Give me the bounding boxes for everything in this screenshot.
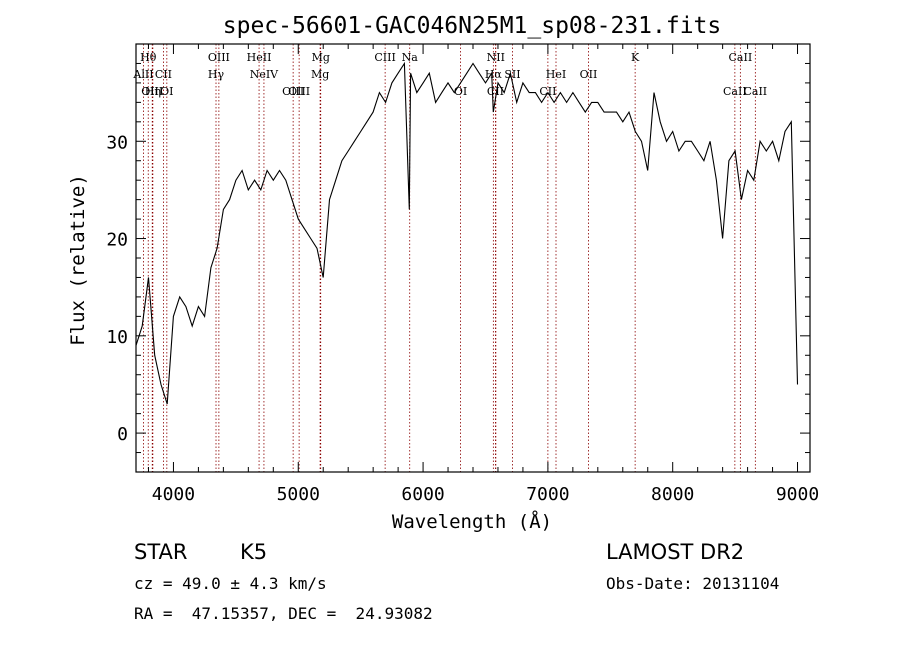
x-tick-label-9000: 9000 xyxy=(776,484,819,505)
line-label-12: Mg xyxy=(311,68,329,81)
line-label-10: OIII xyxy=(282,85,304,98)
line-label-6: OIII xyxy=(208,51,230,64)
x-axis: 4000 5000 6000 7000 8000 9000 xyxy=(147,44,819,505)
line-label-23: K xyxy=(631,51,640,64)
spectral-line-markers xyxy=(143,44,756,472)
y-tick-label-0: 0 xyxy=(117,424,128,445)
y-tick-label-10: 10 xyxy=(106,327,128,348)
line-label-9: NeIV xyxy=(250,68,279,81)
line-label-2: OIII xyxy=(141,85,163,98)
line-label-24: HeI xyxy=(546,68,566,81)
spectrum-series xyxy=(135,61,799,405)
y-axis: 0 10 20 30 xyxy=(106,43,810,473)
x-tick-label-5000: 5000 xyxy=(277,484,320,505)
ra-dec-coordinates: RA = 47.15357, DEC = 24.93082 xyxy=(134,604,433,623)
y-axis-label: Flux (relative) xyxy=(67,174,89,346)
y-tick-label-20: 20 xyxy=(106,230,128,251)
line-label-19: SII xyxy=(504,68,520,81)
line-label-11: OIII xyxy=(288,85,310,98)
y-tick-label-30: 30 xyxy=(106,132,128,153)
chart-title: spec-56601-GAC046N25M1_sp08-231.fits xyxy=(223,13,722,39)
spectral-line-labels: HθAlIIOIIIHηCIIOIOIIIHγHeIINeIVOIIIOIIIM… xyxy=(132,51,767,98)
line-label-5: OI xyxy=(160,85,173,98)
plot-frame xyxy=(135,43,811,473)
line-label-22: OII xyxy=(580,68,598,81)
x-axis-label: Wavelength (Å) xyxy=(392,510,552,533)
line-label-26: CaII xyxy=(723,85,747,98)
x-tick-label-8000: 8000 xyxy=(651,484,694,505)
line-label-17: NII xyxy=(487,51,505,64)
line-label-25: CaII xyxy=(729,51,753,64)
line-label-27: CaII xyxy=(743,85,767,98)
survey-name: LAMOST DR2 xyxy=(606,540,745,564)
observation-date: Obs-Date: 20131104 xyxy=(606,574,780,593)
line-label-1: AlII xyxy=(132,68,153,81)
line-label-13: Mg xyxy=(312,51,330,64)
redshift-cz: cz = 49.0 ± 4.3 km/s xyxy=(134,574,327,593)
line-label-21: CII xyxy=(539,85,556,98)
x-tick-label-4000: 4000 xyxy=(152,484,195,505)
line-label-20: CII xyxy=(487,85,504,98)
line-label-3: Hη xyxy=(145,85,161,98)
line-label-0: Hθ xyxy=(140,51,157,64)
line-label-16: OI xyxy=(454,85,467,98)
object-subclass: K5 xyxy=(240,540,268,564)
object-class: STAR xyxy=(134,540,188,564)
x-tick-label-6000: 6000 xyxy=(401,484,444,505)
line-label-7: Hγ xyxy=(208,68,225,81)
line-label-15: Na xyxy=(402,51,419,64)
x-tick-label-7000: 7000 xyxy=(526,484,569,505)
line-label-14: CIII xyxy=(374,51,395,64)
line-label-8: HeII xyxy=(247,51,272,64)
line-label-4: CII xyxy=(155,68,172,81)
